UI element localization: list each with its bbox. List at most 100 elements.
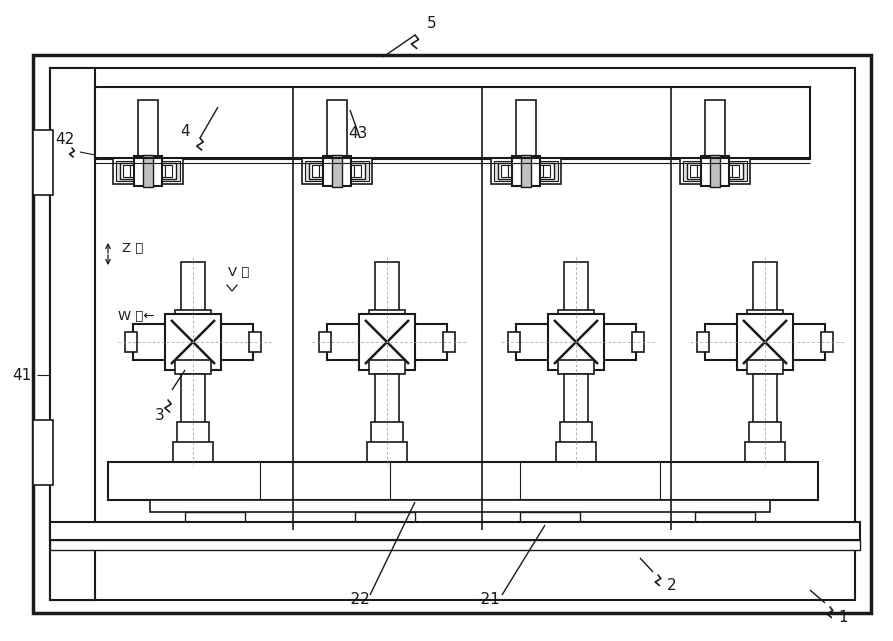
Bar <box>367 442 407 462</box>
Bar <box>556 442 596 462</box>
Bar <box>120 163 140 179</box>
Text: -21: -21 <box>476 592 500 608</box>
Bar <box>133 324 253 360</box>
Bar <box>710 155 720 187</box>
Bar <box>327 324 447 360</box>
Bar <box>175 360 211 374</box>
Bar <box>558 310 594 324</box>
Bar <box>558 360 594 374</box>
Bar <box>143 155 153 187</box>
Bar <box>564 262 588 312</box>
Bar <box>747 360 783 374</box>
Bar <box>749 422 781 444</box>
Bar <box>175 310 211 324</box>
Bar <box>185 512 245 522</box>
Bar <box>821 332 833 352</box>
Bar <box>33 130 53 195</box>
Text: 1: 1 <box>839 610 847 626</box>
Bar <box>543 165 550 177</box>
Bar <box>312 165 319 177</box>
Bar <box>695 512 755 522</box>
Bar <box>113 158 183 184</box>
Bar <box>745 442 785 462</box>
Bar <box>181 374 205 424</box>
Bar <box>498 163 518 179</box>
Bar <box>150 500 770 512</box>
Bar <box>520 512 580 522</box>
Bar <box>494 161 558 181</box>
Bar <box>697 332 709 352</box>
Text: 5: 5 <box>427 17 437 31</box>
Bar <box>705 324 825 360</box>
Bar <box>536 165 543 177</box>
Bar <box>501 165 508 177</box>
Bar <box>732 165 739 177</box>
Bar <box>123 165 130 177</box>
Bar <box>632 332 644 352</box>
Bar <box>173 442 213 462</box>
Text: 42: 42 <box>55 133 75 147</box>
Bar <box>50 522 860 540</box>
Bar <box>697 165 704 177</box>
Text: 41: 41 <box>13 367 31 383</box>
Bar <box>125 332 137 352</box>
Bar <box>33 55 871 613</box>
Text: 2: 2 <box>667 578 677 592</box>
Bar <box>680 158 750 184</box>
Bar <box>725 165 732 177</box>
Bar <box>181 262 205 312</box>
Bar <box>130 165 137 177</box>
Text: 43: 43 <box>348 126 367 140</box>
Bar <box>723 163 743 179</box>
Bar <box>508 332 520 352</box>
Bar <box>309 163 329 179</box>
Bar <box>705 100 725 165</box>
Bar <box>369 310 405 324</box>
Bar <box>515 167 521 175</box>
Bar <box>326 167 332 175</box>
Bar <box>165 165 172 177</box>
Bar <box>134 156 162 186</box>
Bar <box>369 360 405 374</box>
Bar <box>332 155 342 187</box>
Bar <box>701 156 729 186</box>
Bar <box>753 374 777 424</box>
Bar <box>548 314 604 370</box>
Bar <box>50 68 95 600</box>
Bar <box>491 158 561 184</box>
Bar <box>319 332 331 352</box>
Bar <box>158 165 165 177</box>
Bar <box>50 68 855 600</box>
Bar <box>359 314 415 370</box>
Bar <box>737 314 793 370</box>
Bar <box>683 161 747 181</box>
Bar <box>560 422 592 444</box>
Bar <box>354 165 361 177</box>
Bar <box>345 163 365 179</box>
Bar <box>564 374 588 424</box>
Bar <box>156 163 176 179</box>
Bar <box>347 165 354 177</box>
Text: -22: -22 <box>346 592 371 608</box>
Text: 4: 4 <box>180 124 190 140</box>
Text: V 轴: V 轴 <box>228 265 249 278</box>
Bar <box>687 163 707 179</box>
Bar <box>319 165 326 177</box>
Bar <box>108 462 818 500</box>
Bar <box>137 167 143 175</box>
Text: W 轴←: W 轴← <box>118 310 154 322</box>
Bar <box>165 314 221 370</box>
Bar <box>690 165 697 177</box>
Bar <box>305 161 369 181</box>
Bar <box>512 156 540 186</box>
Bar <box>747 310 783 324</box>
Bar <box>371 422 403 444</box>
Bar <box>33 420 53 485</box>
Bar <box>249 332 261 352</box>
Text: Z 轴: Z 轴 <box>122 242 144 254</box>
Bar <box>177 422 209 444</box>
Bar <box>516 100 536 165</box>
Bar <box>508 165 515 177</box>
Bar <box>443 332 455 352</box>
Bar <box>516 324 636 360</box>
